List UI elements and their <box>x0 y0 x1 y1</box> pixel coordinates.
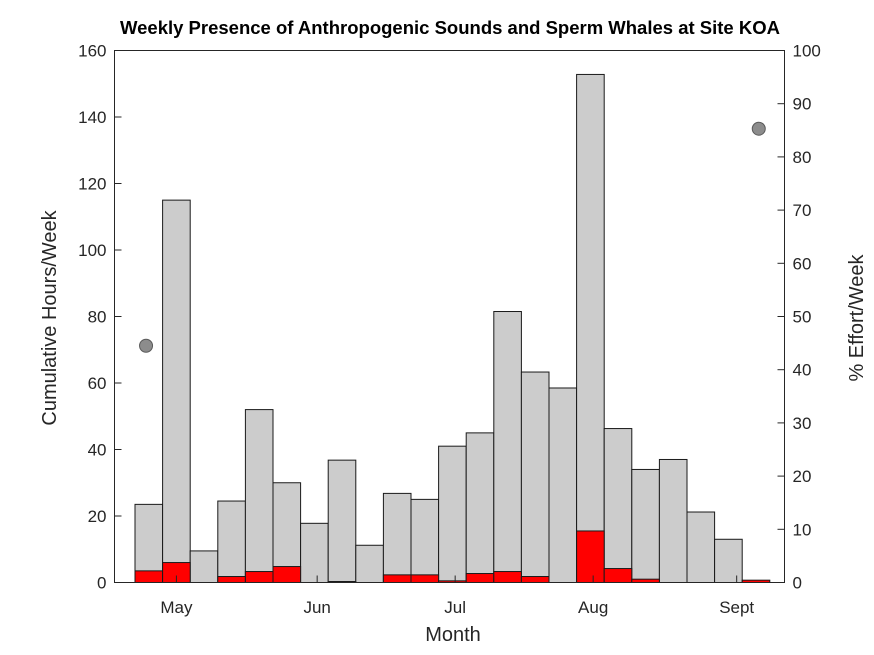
bar-total-week-3 <box>189 550 219 583</box>
left-y-tick-label: 120 <box>78 175 106 194</box>
effort-point-1 <box>139 338 154 353</box>
bar-total-week-13 <box>465 432 495 583</box>
x-tick-label-aug: Aug <box>578 598 608 617</box>
right-y-axis: 0 10 20 30 40 50 60 70 80 90 100 <box>777 42 821 593</box>
x-axis-label: Month <box>425 624 481 646</box>
bar-total-week-21 <box>686 511 716 584</box>
left-y-axis: 0 20 40 60 80 100 120 140 160 <box>78 42 122 593</box>
effort-points-layer <box>139 121 766 353</box>
left-y-tick-label: 20 <box>88 507 107 526</box>
left-y-tick-label: 0 <box>97 574 106 593</box>
bar-total-week-17 <box>576 73 605 583</box>
bar-total-week-20 <box>658 458 688 584</box>
bar-whale-week-14 <box>493 571 522 584</box>
bar-total-week-19 <box>631 468 660 584</box>
bar-total-week-4 <box>217 500 246 584</box>
right-y-tick-label: 40 <box>793 361 812 380</box>
bar-total-week-14 <box>493 311 522 583</box>
bar-total-week-12 <box>438 445 467 583</box>
right-y-tick-label: 20 <box>793 467 812 486</box>
bar-whale-week-11 <box>410 574 440 583</box>
right-y-tick-label: 0 <box>793 574 802 593</box>
x-axis: May Jun Jul Aug Sept <box>160 575 754 617</box>
left-y-tick-label: 60 <box>88 374 107 393</box>
left-y-axis-label: Cumulative Hours/Week <box>39 209 61 425</box>
x-tick-label-may: May <box>160 598 193 617</box>
bar-whale-week-18 <box>603 568 633 583</box>
bar-total-week-9 <box>355 544 384 584</box>
bar-whale-week-17 <box>576 530 605 584</box>
left-y-tick-label: 160 <box>78 42 106 61</box>
x-tick-label-jun: Jun <box>303 598 330 617</box>
right-y-axis-label: % Effort/Week <box>846 253 868 381</box>
bar-total-week-10 <box>382 492 412 584</box>
effort-point-2 <box>751 121 766 136</box>
right-y-tick-label: 90 <box>793 95 812 114</box>
bar-total-week-5 <box>244 409 274 583</box>
bar-whale-week-4 <box>217 576 246 584</box>
left-y-tick-label: 100 <box>78 241 106 260</box>
bar-total-week-22 <box>714 538 743 584</box>
right-y-tick-label: 70 <box>793 201 812 220</box>
bar-total-week-18 <box>603 428 633 583</box>
bar-whale-week-6 <box>272 566 302 583</box>
bar-total-week-11 <box>410 498 440 583</box>
bar-total-week-7 <box>300 522 329 584</box>
right-y-tick-label: 60 <box>793 254 812 273</box>
bar-total-week-16 <box>548 387 578 583</box>
left-y-tick-label: 140 <box>78 108 106 127</box>
bar-total-week-2 <box>162 199 191 583</box>
left-y-tick-label: 40 <box>88 441 107 460</box>
left-y-tick-label: 80 <box>88 308 107 327</box>
bar-total-week-6 <box>272 482 302 583</box>
right-y-tick-label: 10 <box>793 520 812 539</box>
x-tick-label-jul: Jul <box>444 598 466 617</box>
right-y-tick-label: 100 <box>793 42 821 61</box>
bar-total-week-1 <box>134 503 164 583</box>
bar-whale-week-13 <box>465 573 495 584</box>
chart-title: Weekly Presence of Anthropogenic Sounds … <box>120 17 780 38</box>
bar-whale-week-1 <box>134 570 164 583</box>
bar-whale-week-10 <box>382 574 412 583</box>
right-y-tick-label: 80 <box>793 148 812 167</box>
bar-total-week-15 <box>520 371 550 583</box>
right-y-tick-label: 50 <box>793 308 812 327</box>
x-tick-label-sept: Sept <box>719 598 754 617</box>
bar-whale-week-5 <box>244 571 274 584</box>
right-y-tick-label: 30 <box>793 414 812 433</box>
bar-total-week-8 <box>327 459 357 584</box>
bars-layer <box>134 73 771 584</box>
bar-whale-week-15 <box>520 576 550 584</box>
